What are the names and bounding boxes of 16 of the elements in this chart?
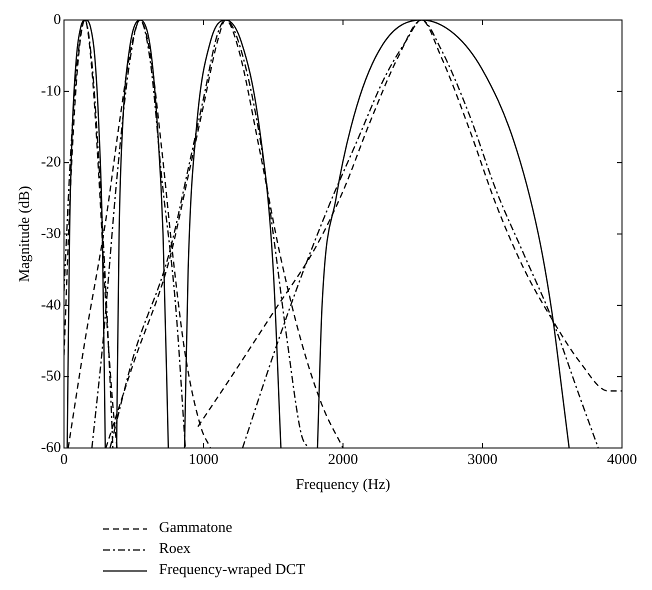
x-tick-label: 3000 — [468, 452, 498, 468]
y-tick-label: -40 — [40, 297, 61, 314]
y-tick-label: -20 — [40, 154, 61, 171]
x-tick-label: 4000 — [607, 452, 637, 468]
y-tick-label: 0 — [53, 12, 61, 28]
y-tick-label: -30 — [40, 226, 61, 242]
y-tick-label: -60 — [40, 440, 61, 456]
y-axis-title: Magnitude (dB) — [16, 186, 33, 282]
y-tick-label: -10 — [40, 83, 61, 100]
y-tick-label: -50 — [40, 368, 61, 385]
legend-label: Frequency-wraped DCT — [159, 562, 306, 579]
x-tick-label: 2000 — [328, 452, 358, 468]
legend-label: Roex — [159, 541, 191, 558]
legend-label: Gammatone — [159, 520, 232, 537]
x-axis-title: Frequency (Hz) — [296, 476, 390, 493]
x-tick-label: 1000 — [188, 452, 218, 468]
